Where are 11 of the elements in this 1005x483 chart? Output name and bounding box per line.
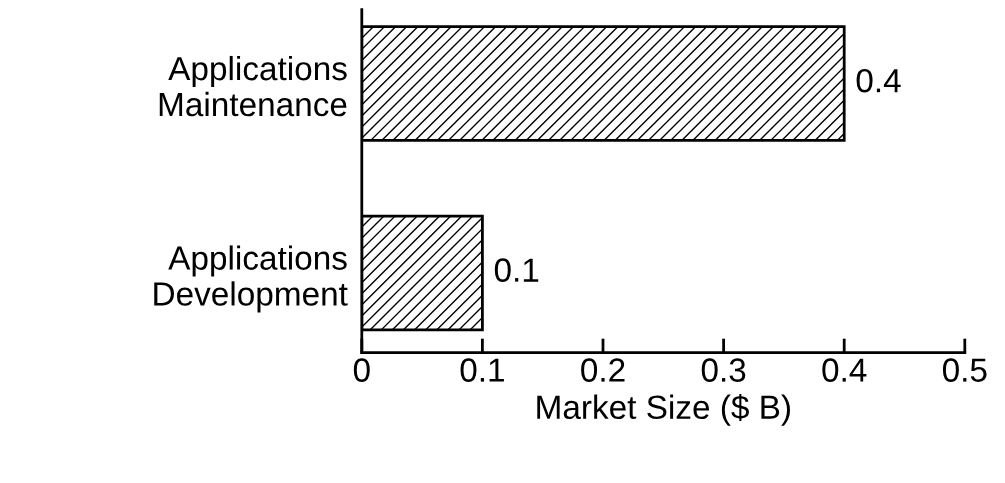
x-tick-label: 0.2 xyxy=(581,358,625,382)
data-label: 0.4 xyxy=(856,68,901,93)
x-tick-label: 0 xyxy=(353,358,370,382)
x-axis-title: Market Size ($ B) xyxy=(537,394,790,426)
x-tick-label: 0.5 xyxy=(942,358,987,382)
x-tick-label: 0.1 xyxy=(460,358,504,382)
y-tick-label: Applications Development xyxy=(154,245,348,313)
x-tick-label: 0.4 xyxy=(822,358,867,382)
y-tick-label: Applications Maintenance xyxy=(159,55,347,117)
data-label: 0.1 xyxy=(494,258,539,282)
x-tick-label: 0.3 xyxy=(701,358,746,382)
